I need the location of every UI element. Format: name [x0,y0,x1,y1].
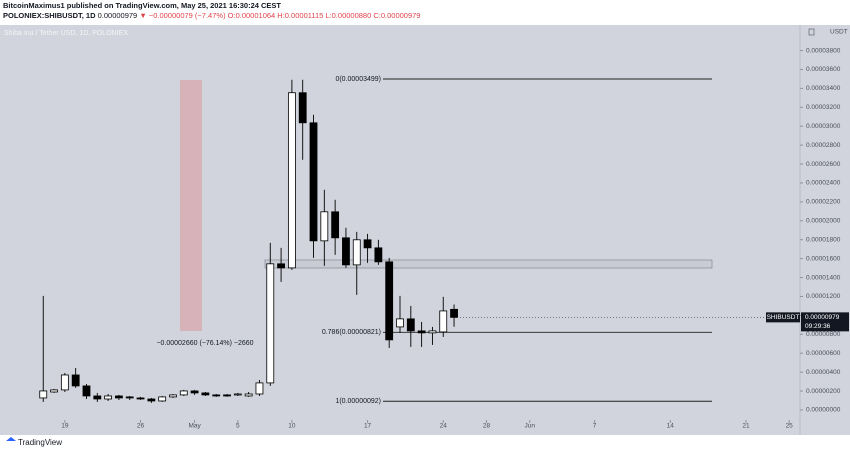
candle-body [396,318,404,328]
y-tick-label: 0.00000800 [806,331,841,338]
candle-body [169,394,177,398]
candle-body [342,237,350,266]
candle-body [223,394,231,397]
y-tick-label: 0.00001200 [806,293,841,300]
measure-box [180,80,202,331]
candle-body [266,263,275,384]
candle-body [320,211,329,242]
x-tick-label: 26 [137,423,145,430]
y-tick-label: 0.00001800 [806,236,841,243]
candle-body [233,393,242,396]
price-tag-text: 0.00000979 [805,314,840,321]
change: ▼ −0.00000079 (−7.47%) [139,11,226,20]
candle-body [363,239,372,249]
candle-body [125,396,134,399]
symbol-line: POLONIEX:SHIBUSDT, 1D 0.00000979 ▼ −0.00… [3,11,420,20]
brand: TradingView [18,438,62,447]
x-tick-label: Jun [524,423,535,430]
chart-background [0,25,850,435]
y-tick-label: 0.00001400 [806,274,841,281]
fib-label: 0.786(0.00000821) [322,329,381,336]
symbol-tag [766,312,800,323]
candle-body [179,390,188,396]
candle-body [352,239,361,266]
candle-body [147,398,156,402]
x-tick-label: 28 [483,423,491,430]
candle-body [331,211,340,239]
publisher-text: BitcoinMaximus1 published on TradingView… [3,1,281,10]
candle-body [385,261,394,341]
x-tick-label: 24 [440,423,448,430]
candle-body [255,382,264,395]
candle-body [212,394,221,397]
y-tick-label: 0.00003800 [806,47,841,54]
x-tick-label: 17 [364,423,372,430]
candle-body [244,393,253,397]
candle-body [158,396,167,402]
price: 0.00000979 [98,11,138,20]
candle-body [450,308,458,318]
candle-body [417,330,426,334]
resistance-zone [264,259,713,269]
candle-body [190,390,199,394]
y-tick-label: 0.00003400 [806,85,841,92]
fib-label: 0(0.00003499) [335,76,381,83]
symbol-tag-text: SHIBUSDT [767,314,800,321]
y-tick-label: 0.00003600 [806,66,841,73]
y-tick-label: 0.00003200 [806,104,841,111]
candle-body [309,122,318,242]
y-tick-label: 0.00002600 [806,161,841,168]
x-tick-label: 19 [61,423,69,430]
plot-title: Shiba Inu / Tether USD, 1D, POLONIEX [4,30,128,37]
y-tick-label: 0.00002200 [806,199,841,206]
candle-body [428,330,437,334]
x-tick-label: 10 [288,423,296,430]
candle-body [374,247,383,263]
x-tick-label: 25 [786,423,794,430]
candle-body [136,397,145,400]
x-tick-label: 21 [742,423,750,430]
candle-body [298,92,307,124]
y-tick-label: 0.00000000 [806,407,841,414]
measure-label: −0.00002660 (−76.14%) −2660 [156,340,253,347]
y-tick-label: 0.00001600 [806,255,841,262]
x-tick-label: May [188,423,201,430]
y-tick-label: 0.00002800 [806,142,841,149]
candle-body [104,395,113,400]
candle-body [201,392,210,396]
lock-icon [808,28,815,36]
countdown: 09:29:36 [805,323,831,330]
price-tag [801,312,849,332]
y-tick-label: 0.00000400 [806,369,841,376]
y-tick-label: 0.00000200 [806,388,841,395]
y-tick-label: 0.00002400 [806,180,841,187]
candle-body [82,385,91,397]
publisher: BitcoinMaximus1 published on TradingView… [3,1,281,10]
y-tick-label: 0.00002000 [806,218,841,225]
fib-label: 1(0.00000092) [335,398,381,405]
candle-body [439,310,448,333]
symbol: POLONIEX:SHIBUSDT, 1D [3,11,96,20]
y-tick-label: 0.00003000 [806,123,841,130]
candle-body [406,318,415,332]
x-tick-label: 7 [593,423,597,430]
candle-body [287,92,296,269]
x-tick-label: 14 [667,423,675,430]
candle-body [50,389,58,393]
plot: 0.00000000 0.00000200 0.00000400 0.00000600… [39,47,849,430]
brand-logo [6,437,16,441]
candle-body [277,263,285,269]
y-unit: USDT [830,29,848,36]
candle-body [93,395,102,400]
y-tick-label: 0.00000600 [806,350,841,357]
ohlc: O:0.00001064 H:0.00001115 L:0.00000880 C… [228,11,421,20]
candle-body [115,395,123,399]
candle-body [39,390,48,399]
candle-body [60,374,69,391]
candle-body [71,374,80,387]
x-tick-label: 5 [236,423,240,430]
